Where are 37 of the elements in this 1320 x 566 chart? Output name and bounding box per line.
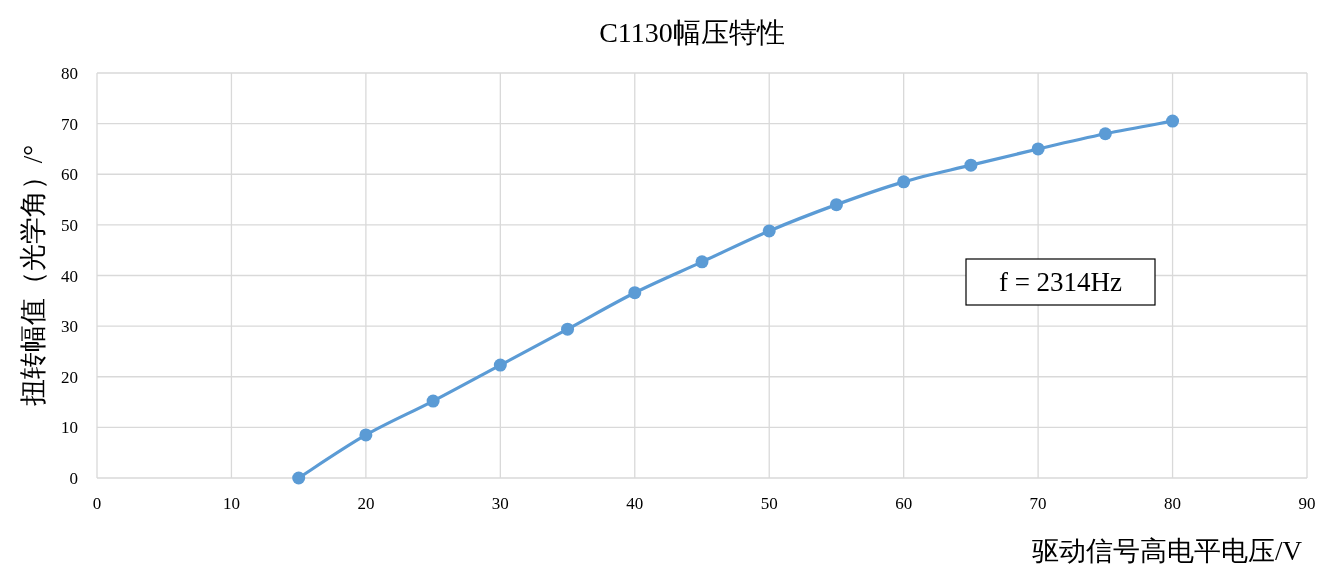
- x-tick-label: 70: [1029, 494, 1047, 513]
- y-tick-label: 60: [61, 165, 78, 185]
- chart-title: C1130幅压特性: [599, 17, 785, 48]
- x-tick-label: 50: [760, 494, 778, 513]
- point: [292, 471, 306, 485]
- x-axis-title: 驱动信号高电平电压/V: [1032, 536, 1303, 566]
- point: [1031, 142, 1045, 156]
- y-tick-label: 80: [61, 64, 78, 83]
- x-tick-label: 0: [92, 494, 102, 513]
- x-tick-label: 30: [491, 494, 509, 513]
- point: [1166, 114, 1180, 128]
- y-tick-label: 40: [61, 266, 78, 286]
- point: [493, 358, 507, 372]
- point: [897, 175, 911, 189]
- point: [628, 286, 642, 300]
- x-tick-label: 20: [357, 494, 375, 513]
- x-tick-label: 40: [626, 494, 644, 513]
- y-tick-label: 0: [69, 469, 78, 488]
- x-tick-label: 90: [1298, 494, 1316, 513]
- point: [426, 394, 440, 408]
- point: [695, 255, 709, 269]
- y-tick-label: 20: [61, 367, 78, 387]
- x-tick-label: 60: [895, 494, 913, 513]
- point: [762, 224, 776, 238]
- y-axis-title: 扭转幅值（光学角）/°: [18, 144, 48, 407]
- point: [561, 322, 575, 336]
- point: [359, 428, 373, 442]
- x-tick-label: 80: [1164, 494, 1182, 513]
- y-tick-label: 50: [61, 215, 78, 235]
- x-tick-label: 10: [222, 494, 240, 513]
- y-tick-label: 10: [61, 418, 78, 438]
- point: [964, 158, 978, 172]
- y-tick-label: 30: [61, 317, 78, 337]
- point: [1098, 127, 1112, 141]
- y-tick-label: 70: [61, 114, 78, 134]
- point: [829, 198, 843, 212]
- annotation: f = 2314Hz: [998, 267, 1123, 297]
